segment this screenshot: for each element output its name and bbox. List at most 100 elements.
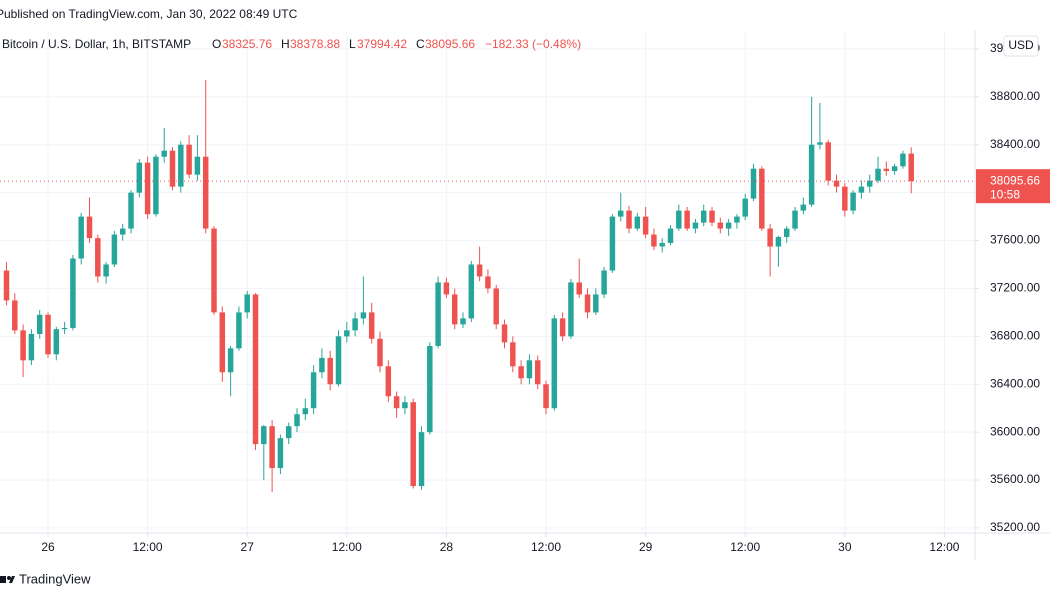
candle-body [900,153,906,167]
candle-body [285,426,292,439]
candle-body [651,234,657,247]
axes: 35200.00 35600.00 36000.00 36400.00 36800.00… [41,41,1040,554]
candle-body [460,318,466,325]
y-tick-label: 38400.00 [990,137,1040,151]
y-tick-label: 36400.00 [990,376,1040,390]
x-tick-label: 12:00 [332,540,362,554]
candle-body [593,294,599,313]
candle-body [792,210,798,229]
candle-body [451,294,458,325]
candle-body [891,166,898,172]
currency-button[interactable] [1003,35,1039,57]
candle-body [219,312,226,373]
candle-body [144,162,151,215]
candle-body [825,142,831,181]
candle-body [584,294,591,313]
x-tick-label: 29 [639,540,653,554]
candle-body [734,216,740,223]
candle-body [186,144,192,175]
candle-body [609,216,616,271]
y-tick-label: 36800.00 [990,329,1040,343]
candle-body [435,282,441,346]
candle-body [725,222,732,229]
candle-body [319,357,325,373]
candle-body [767,228,773,247]
low-value: 37994.42 [357,37,407,51]
candle-body [518,366,524,379]
candle-body [28,333,35,361]
y-tick-label: 37600.00 [990,233,1040,247]
candle-body [393,396,400,409]
candle-body [236,312,242,349]
close-value: 38095.66 [425,37,475,51]
y-tick-label: 37200.00 [990,281,1040,295]
candle-body [775,236,782,247]
candle-body [128,192,134,229]
x-tick-label: 12:00 [730,540,760,554]
brand-name: TradingView [19,571,91,586]
candle-body [676,210,682,229]
candle-body [626,210,632,229]
candle-body [659,242,665,247]
candle-body [667,228,674,243]
candle-body [178,144,184,187]
candle-body [202,156,209,229]
plot-area [0,80,975,493]
candle-body [908,153,914,182]
y-tick-label: 35200.00 [990,520,1040,534]
candle-body [95,238,101,277]
candle-body [153,156,159,215]
candle-body [427,345,433,433]
candle-body [352,318,358,331]
candle-body [20,330,26,361]
candle-body [360,312,367,319]
candle-body [833,180,840,187]
candle-body [244,294,250,313]
candle-body [842,186,848,211]
x-tick-label: 27 [241,540,255,554]
candle-body [53,329,60,355]
candle-body [86,216,93,239]
candle-body [717,222,724,229]
candle-body [501,324,508,343]
candle-body [136,162,143,193]
candle-body [335,336,342,385]
y-tick-label: 35600.00 [990,472,1040,486]
x-tick-label: 12:00 [929,540,959,554]
candle-body [700,210,707,223]
candle-body [169,150,176,187]
open-value: 38325.76 [222,37,272,51]
candle-body [70,258,76,328]
ohlc-label: H [281,37,290,51]
y-tick-label: 38800.00 [990,89,1040,103]
ohlc-label: C [416,37,425,51]
ohlc-label: L [349,37,356,51]
candle-body [119,228,126,235]
candle-body [526,360,533,379]
currency-label[interactable]: USD [1008,38,1034,52]
candle-body [12,300,18,331]
candle-body [344,330,350,337]
candle-body [617,210,624,217]
candle-body [559,318,566,337]
brand-logo [0,576,15,583]
candle-body [277,438,284,469]
candle-body [78,216,84,259]
candle-body [634,216,641,229]
candle-body [684,210,690,229]
logo-shape [9,576,15,583]
candle-body [377,338,383,367]
candle-body [866,180,873,187]
candle-body [576,282,582,295]
candle-body [476,264,483,277]
candle-body [443,282,450,295]
candle-body [493,288,499,325]
candle-body [402,402,408,409]
candle-body [327,357,333,385]
logo-shape [7,576,11,580]
candle-body [543,384,549,409]
